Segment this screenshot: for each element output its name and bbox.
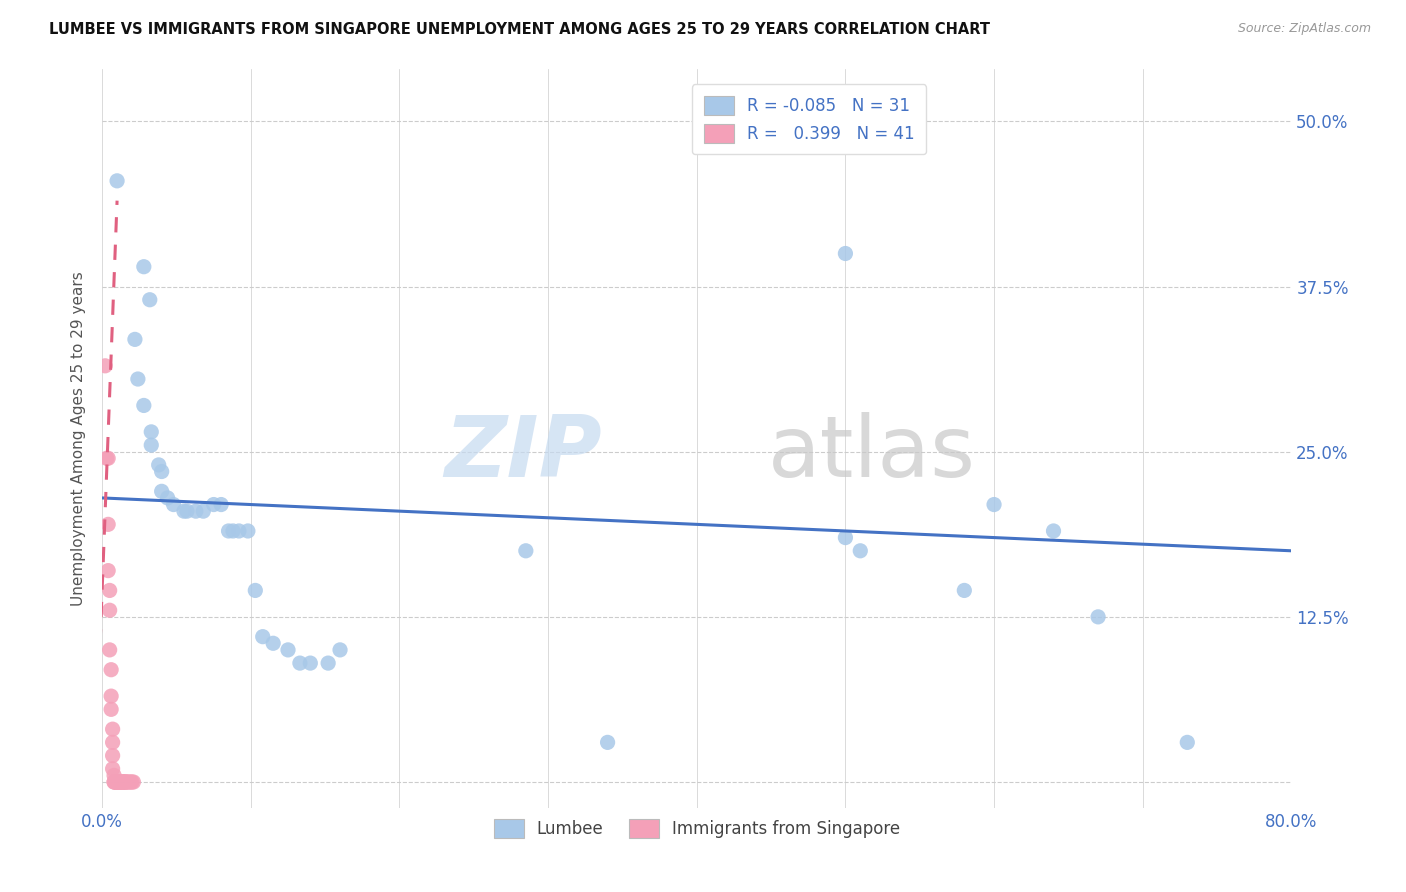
Point [202,498,225,512]
Y-axis label: Unemployment Among Ages 25 to 29 years: Unemployment Among Ages 25 to 29 years [72,271,86,606]
Point [316,656,339,670]
Point [983,498,1005,512]
Point [105,775,128,789]
Point [222,524,245,538]
Point [115,775,138,789]
Point [114,775,136,789]
Point [184,504,207,518]
Point [94,359,117,373]
Point [107,775,129,789]
Point [173,504,195,518]
Point [218,524,240,538]
Point [228,524,250,538]
Point [110,775,132,789]
Point [150,465,173,479]
Point [107,775,129,789]
Point [104,775,127,789]
Point [105,775,128,789]
Point [596,735,619,749]
Point [105,775,128,789]
Point [132,399,155,413]
Point [141,425,163,439]
Point [299,656,322,670]
Point [100,663,122,677]
Point [118,775,141,789]
Point [96,451,118,466]
Legend: Lumbee, Immigrants from Singapore: Lumbee, Immigrants from Singapore [486,812,907,845]
Point [103,768,125,782]
Point [209,498,232,512]
Point [156,491,179,505]
Point [110,775,132,789]
Point [1175,735,1198,749]
Point [849,543,872,558]
Point [329,643,352,657]
Point [150,484,173,499]
Point [127,372,149,386]
Point [104,775,127,789]
Point [193,504,215,518]
Text: Source: ZipAtlas.com: Source: ZipAtlas.com [1237,22,1371,36]
Point [141,438,163,452]
Point [108,775,131,789]
Point [111,775,134,789]
Point [117,775,139,789]
Point [288,656,311,670]
Point [104,775,127,789]
Point [97,517,120,532]
Point [111,775,134,789]
Point [122,775,145,789]
Point [101,722,124,736]
Point [139,293,162,307]
Point [176,504,198,518]
Point [108,775,131,789]
Point [97,451,120,466]
Point [103,775,125,789]
Point [262,636,284,650]
Point [115,775,138,789]
Point [105,174,128,188]
Point [1087,610,1109,624]
Text: LUMBEE VS IMMIGRANTS FROM SINGAPORE UNEMPLOYMENT AMONG AGES 25 TO 29 YEARS CORRE: LUMBEE VS IMMIGRANTS FROM SINGAPORE UNEM… [49,22,990,37]
Point [101,748,124,763]
Point [121,775,143,789]
Point [114,775,136,789]
Point [834,531,856,545]
Point [245,583,267,598]
Point [834,246,856,260]
Point [252,630,274,644]
Point [236,524,259,538]
Point [1042,524,1064,538]
Point [148,458,170,472]
Point [101,762,124,776]
Text: ZIP: ZIP [444,412,602,495]
Point [120,775,142,789]
Point [98,603,121,617]
Point [124,332,146,346]
Point [101,735,124,749]
Point [953,583,976,598]
Point [162,498,184,512]
Point [98,583,121,598]
Point [132,260,155,274]
Point [277,643,299,657]
Point [100,689,122,703]
Point [98,643,121,657]
Point [515,543,537,558]
Text: atlas: atlas [768,412,976,495]
Point [100,702,122,716]
Point [103,775,125,789]
Point [97,564,120,578]
